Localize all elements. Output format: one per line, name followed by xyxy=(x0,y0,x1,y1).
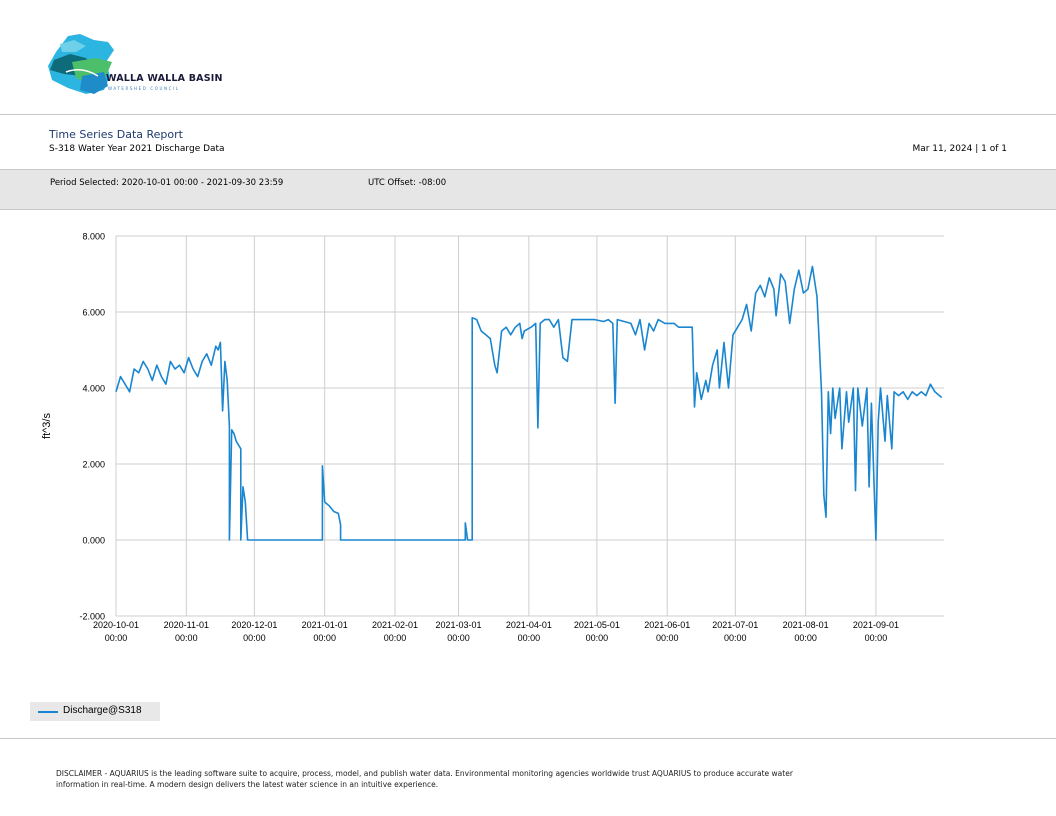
footer-divider xyxy=(0,738,1056,739)
x-tick-label: 2020-10-01 xyxy=(93,620,139,630)
x-tick-time: 00:00 xyxy=(794,633,817,643)
series-group xyxy=(115,265,943,541)
y-tick-label: 6.000 xyxy=(82,308,105,318)
watershed-logo-icon xyxy=(48,34,114,94)
y-gridlines xyxy=(116,235,944,617)
x-tick-label: 2021-02-01 xyxy=(372,620,418,630)
x-tick-label: 2021-04-01 xyxy=(506,620,552,630)
legend-swatch xyxy=(38,711,58,713)
x-gridlines xyxy=(115,236,877,616)
x-tick-time: 00:00 xyxy=(175,633,198,643)
period-bar xyxy=(0,169,1056,210)
report-date-page: Mar 11, 2024 | 1 of 1 xyxy=(912,144,1007,154)
x-tick-label: 2021-03-01 xyxy=(436,620,482,630)
report-subtitle: S-318 Water Year 2021 Discharge Data xyxy=(49,144,225,154)
x-tick-time: 00:00 xyxy=(313,633,336,643)
header-divider xyxy=(0,114,1056,115)
y-tick-label: 8.000 xyxy=(82,232,105,242)
y-tick-label: 2.000 xyxy=(82,460,105,470)
x-tick-time: 00:00 xyxy=(656,633,679,643)
x-tick-time: 00:00 xyxy=(447,633,470,643)
legend-label: Discharge@S318 xyxy=(63,705,142,716)
y-tick-labels: 8.000 6.000 4.000 2.000 0.000 -2.000 xyxy=(79,232,105,622)
y-tick-label: -2.000 xyxy=(79,612,105,622)
x-tick-time: 00:00 xyxy=(243,633,266,643)
logo-subtext: WATERSHED COUNCIL xyxy=(108,86,180,91)
utc-offset: UTC Offset: -08:00 xyxy=(368,178,447,188)
x-tick-label: 2021-01-01 xyxy=(302,620,348,630)
x-tick-label: 2021-06-01 xyxy=(644,620,690,630)
y-axis-label: ft^3/s xyxy=(41,413,53,439)
x-tick-label: 2021-05-01 xyxy=(574,620,620,630)
discharge-chart: 8.000 6.000 4.000 2.000 0.000 -2.000 2020-10-… xyxy=(41,232,944,643)
x-tick-time: 00:00 xyxy=(518,633,541,643)
x-tick-labels: 2020-10-01 00:00 2020-11-01 00:00 2020-12-01… xyxy=(93,620,899,643)
report-title: Time Series Data Report xyxy=(49,128,183,141)
x-tick-label: 2020-11-01 xyxy=(164,620,209,630)
x-tick-time: 00:00 xyxy=(865,633,888,643)
y-tick-label: 0.000 xyxy=(82,536,105,546)
disclaimer: DISCLAIMER - AQUARIUS is the leading sof… xyxy=(56,769,793,789)
x-tick-label: 2021-07-01 xyxy=(712,620,758,630)
x-tick-label: 2020-12-01 xyxy=(231,620,277,630)
x-tick-time: 00:00 xyxy=(586,633,609,643)
x-tick-label: 2021-08-01 xyxy=(783,620,829,630)
legend: Discharge@S318 xyxy=(30,702,160,721)
x-tick-time: 00:00 xyxy=(724,633,747,643)
x-tick-time: 00:00 xyxy=(384,633,407,643)
x-tick-label: 2021-09-01 xyxy=(853,620,899,630)
logo-text: WALLA WALLA BASIN xyxy=(106,73,223,84)
series-line-discharge xyxy=(115,265,943,541)
period-selected: Period Selected: 2020-10-01 00:00 - 2021… xyxy=(50,178,284,188)
x-tick-time: 00:00 xyxy=(105,633,128,643)
y-tick-label: 4.000 xyxy=(82,384,105,394)
